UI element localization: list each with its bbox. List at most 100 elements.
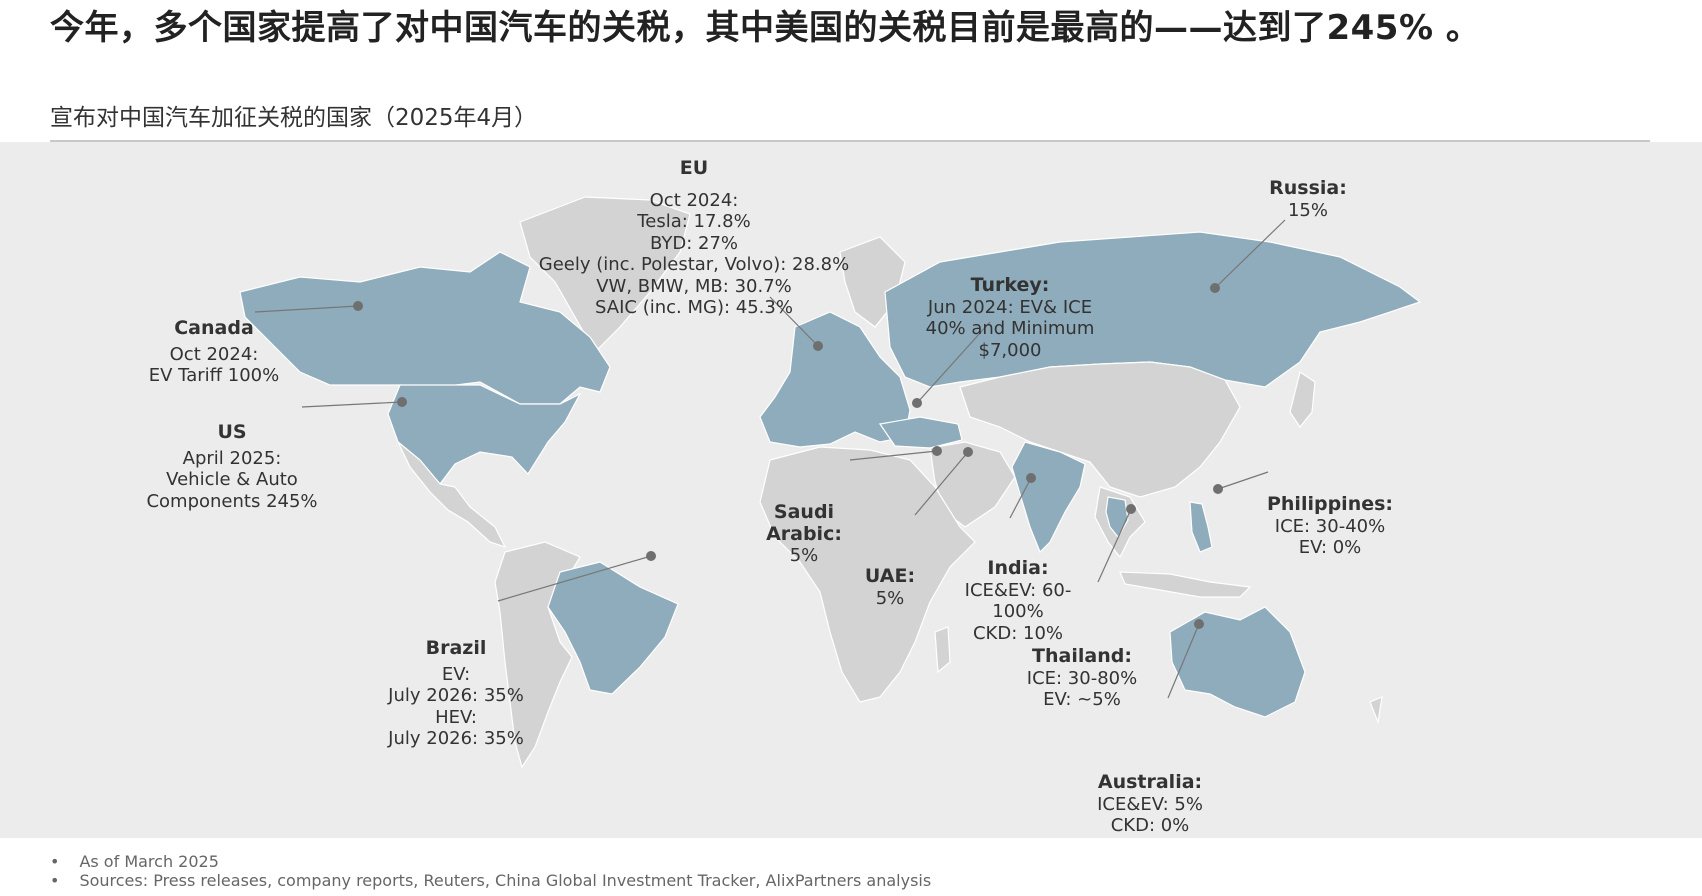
philippines-shape [1189, 501, 1213, 553]
eu-shape [759, 311, 911, 448]
india-label: India: ICE&EV: 60- 100% CKD: 10% [964, 557, 1072, 644]
philippines-line-1: ICE: 30-40% [1274, 515, 1386, 537]
eu-line-6: SAIC (inc. MG): 45.3% [595, 297, 793, 318]
eu-label: EU Oct 2024: Tesla: 17.8% BYD: 27% Geely… [538, 157, 850, 319]
india-marker-dot [1026, 473, 1036, 483]
us-label: US April 2025: Vehicle & Auto Components… [146, 421, 318, 512]
us-line-2: Vehicle & Auto [166, 469, 298, 490]
turkey-marker-dot [912, 398, 922, 408]
canada-line-2: EV Tariff 100% [148, 365, 280, 386]
australia-shape [1169, 606, 1306, 718]
canada-leader [254, 305, 359, 313]
eu-line-4: Geely (inc. Polestar, Volvo): 28.8% [538, 254, 850, 275]
us-name: US [217, 421, 247, 443]
footnote-date: As of March 2025 [50, 852, 931, 871]
turkey-line-3: $7,000 [978, 339, 1042, 361]
brazil-line-4: July 2026: 35% [388, 728, 524, 749]
uae-line-1: 5% [875, 587, 905, 609]
canada-marker-dot [353, 301, 363, 311]
philippines-line-2: EV: 0% [1298, 537, 1362, 558]
philippines-marker-dot [1213, 484, 1223, 494]
australia-name: Australia: [1097, 771, 1203, 793]
brazil-leader [497, 555, 652, 602]
india-leader [1009, 477, 1032, 519]
thailand-leader [1097, 508, 1132, 583]
india-line-3: CKD: 10% [972, 622, 1064, 644]
turkey-shape [878, 416, 963, 449]
turkey-name: Turkey: [970, 274, 1050, 296]
brazil-shape [547, 561, 679, 695]
india-line-1: ICE&EV: 60- [964, 579, 1072, 601]
new-zealand-shape [1369, 696, 1383, 725]
brazil-name: Brazil [425, 637, 487, 659]
brazil-line-3: HEV: [435, 706, 477, 728]
greenland-shape [519, 196, 691, 353]
eu-line-3: BYD: 27% [649, 232, 739, 254]
map-subtitle: 宣布对中国汽车加征关税的国家（2025年4月） [50, 105, 538, 131]
brazil-line-1: EV: [441, 663, 471, 685]
saudi-marker-dot [932, 446, 942, 456]
eu-line-1: Oct 2024: [649, 189, 739, 211]
saudi-line-1: 5% [789, 545, 819, 566]
madagascar-shape [934, 626, 951, 674]
saudi-name-1: Saudi [773, 501, 835, 523]
thailand-line-2: EV: ~5% [1043, 689, 1121, 710]
russia-label: Russia: 15% [1269, 177, 1347, 221]
brazil-line-2: July 2026: 35% [388, 685, 524, 706]
canada-label: Canada Oct 2024: EV Tariff 100% [148, 317, 280, 387]
russia-line-1: 15% [1287, 199, 1328, 221]
saudi-leader [849, 450, 938, 461]
australia-line-1: ICE&EV: 5% [1097, 793, 1203, 815]
philippines-label: Philippines: ICE: 30-40% EV: 0% [1267, 493, 1393, 559]
australia-label: Australia: ICE&EV: 5% CKD: 0% [1097, 771, 1203, 837]
world-map [239, 196, 1422, 769]
us-leader [301, 401, 403, 408]
russia-shape [884, 231, 1422, 388]
africa-shape [759, 446, 976, 703]
philippines-leader [1217, 471, 1269, 490]
australia-line-2: CKD: 0% [1110, 815, 1190, 836]
turkey-line-2: 40% and Minimum [925, 318, 1095, 339]
brazil-label: Brazil EV: July 2026: 35% HEV: July 2026… [388, 637, 524, 750]
canada-name: Canada [174, 317, 254, 339]
turkey-leader [916, 321, 991, 404]
title-divider [50, 140, 1650, 142]
eu-marker-dot [813, 341, 823, 351]
footnotes: As of March 2025 Sources: Press releases… [50, 852, 931, 890]
canada-line-1: Oct 2024: [169, 343, 259, 365]
eu-line-5: VW, BMW, MB: 30.7% [596, 275, 792, 297]
mexico-shape [397, 441, 507, 549]
us-marker-dot [397, 397, 407, 407]
uae-name: UAE: [864, 565, 916, 587]
saudi-label: Saudi Arabic: 5% [766, 501, 842, 567]
footnote-sources: Sources: Press releases, company reports… [50, 871, 931, 890]
india-shape [1011, 441, 1086, 554]
japan-shape [1289, 371, 1316, 429]
turkey-line-1: Jun 2024: EV& ICE [927, 296, 1093, 318]
russia-name: Russia: [1269, 177, 1347, 199]
world-map-panel: EU Oct 2024: Tesla: 17.8% BYD: 27% Geely… [0, 142, 1702, 838]
thailand-line-1: ICE: 30-80% [1026, 667, 1138, 689]
thailand-name: Thailand: [1032, 645, 1132, 667]
canada-shape [239, 251, 611, 405]
uae-marker-dot [963, 447, 973, 457]
india-line-2: 100% [992, 601, 1044, 622]
asia-shape [959, 361, 1241, 498]
us-line-1: April 2025: [182, 447, 282, 469]
russia-marker-dot [1210, 283, 1220, 293]
uae-leader [914, 451, 969, 516]
saudi-name-2: Arabic: [766, 522, 842, 545]
uae-label: UAE: 5% [864, 565, 916, 609]
us-line-3: Components 245% [146, 490, 318, 512]
indonesia-shape [1119, 571, 1252, 598]
brazil-marker-dot [646, 551, 656, 561]
australia-marker-dot [1194, 619, 1204, 629]
eu-leader [769, 296, 819, 347]
page-headline: 今年，多个国家提高了对中国汽车的关税，其中美国的关税目前是最高的——达到了245… [50, 8, 1481, 48]
eu-name: EU [679, 157, 709, 179]
thailand-marker-dot [1126, 504, 1136, 514]
russia-leader [1214, 219, 1286, 289]
australia-leader [1167, 623, 1200, 699]
eu-line-2: Tesla: 17.8% [637, 211, 751, 232]
india-name: India: [987, 557, 1049, 579]
